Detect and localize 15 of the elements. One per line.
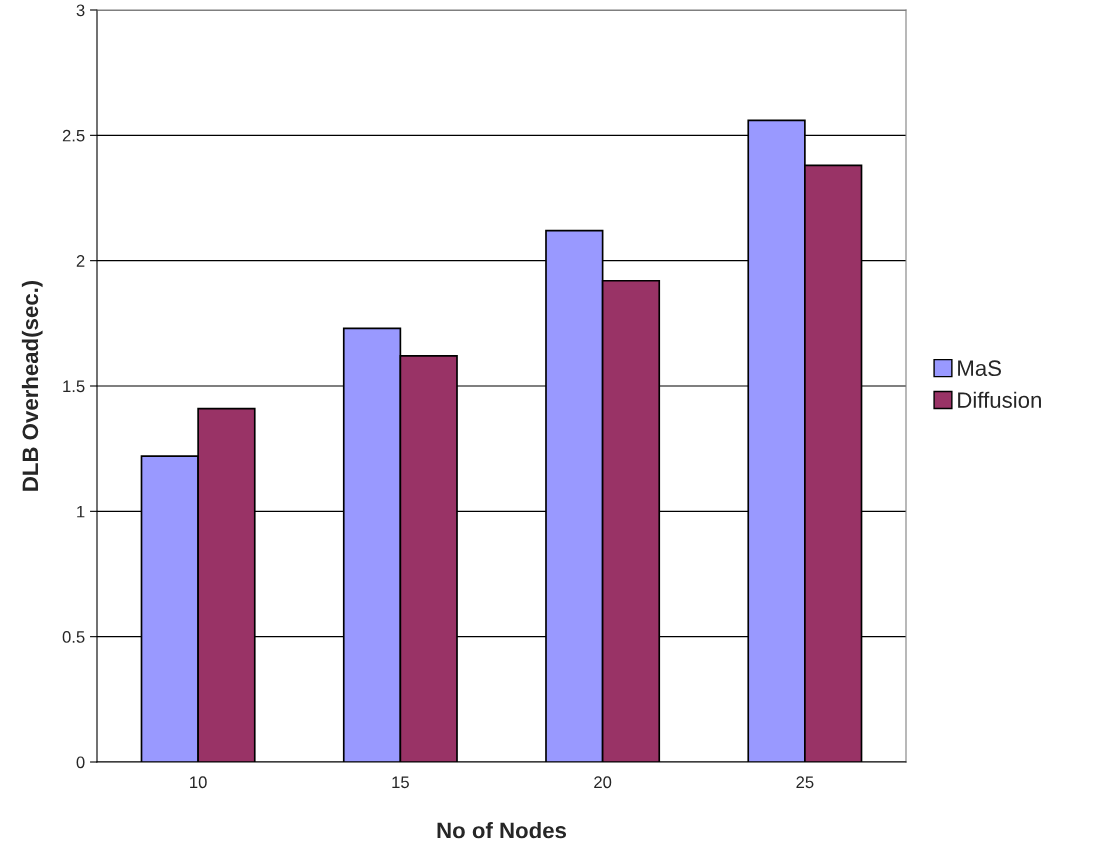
legend-label: Diffusion	[958, 391, 1041, 408]
x-axis-title: No of Nodes	[437, 821, 567, 839]
y-tick-label: 2.5	[62, 129, 85, 142]
x-tick-label: 20	[594, 776, 612, 789]
y-tick-label: 3	[76, 4, 85, 17]
x-tick-label: 25	[796, 776, 814, 789]
x-tick-label: 15	[392, 776, 409, 789]
legend-label: MaS	[958, 360, 1001, 377]
y-tick-label: 0.5	[62, 631, 85, 643]
x-tick-label: 10	[190, 776, 207, 789]
y-tick-label: 1	[77, 505, 85, 518]
y-tick-label: 0	[76, 756, 85, 769]
y-tick-label: 2	[76, 255, 85, 267]
y-axis-title: DLB Overhead(sec.)	[21, 280, 43, 491]
y-tick-label: 1.5	[63, 380, 85, 393]
